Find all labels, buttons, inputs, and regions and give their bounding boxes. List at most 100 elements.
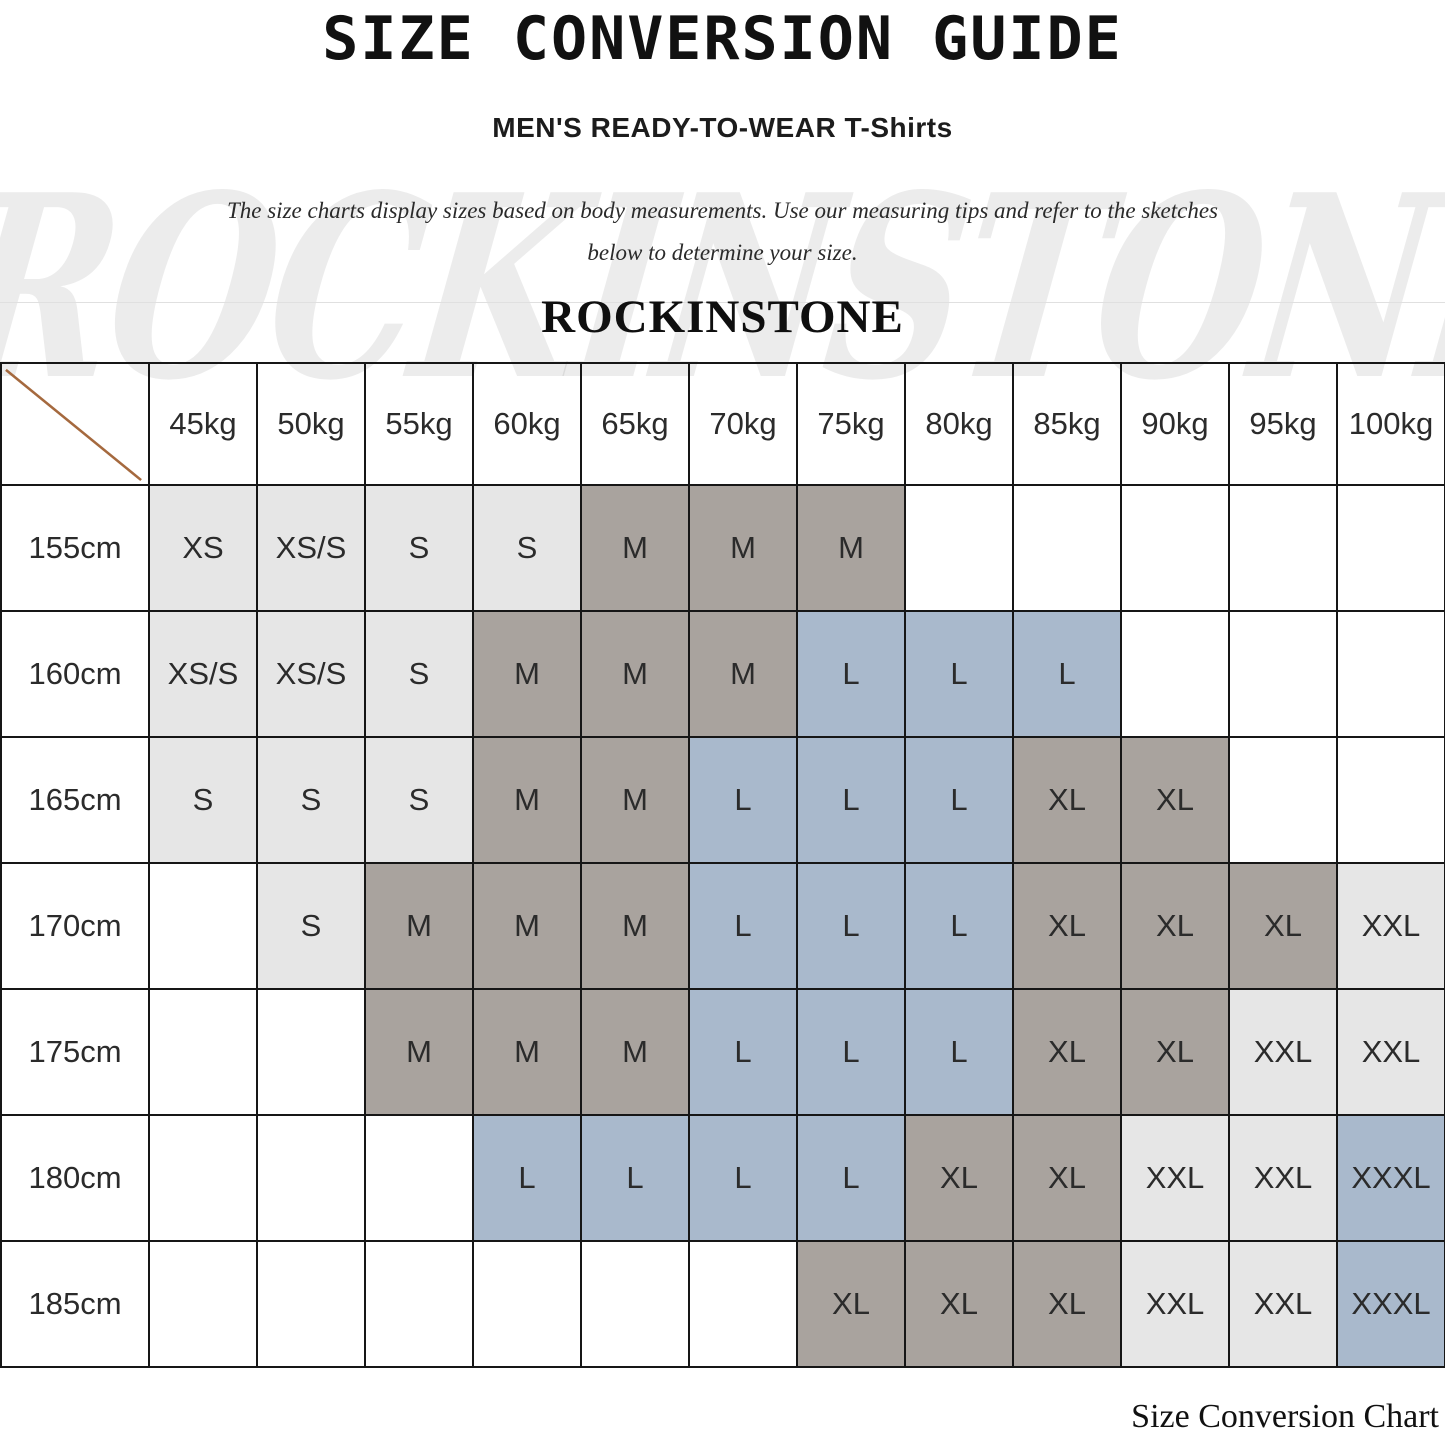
size-cell: M xyxy=(580,484,690,612)
size-cell: XXL xyxy=(1120,1114,1230,1242)
size-cell: M xyxy=(364,988,474,1116)
footer-caption: Size Conversion Chart xyxy=(1131,1398,1439,1435)
empty-cell xyxy=(148,988,258,1116)
size-cell: L xyxy=(796,610,906,738)
height-row-label: 180cm xyxy=(0,1114,150,1242)
empty-cell xyxy=(688,1240,798,1368)
height-row-label: 160cm xyxy=(0,610,150,738)
size-cell: L xyxy=(688,988,798,1116)
empty-cell xyxy=(148,1240,258,1368)
size-cell: L xyxy=(796,988,906,1116)
height-row-label: 170cm xyxy=(0,862,150,990)
size-cell: M xyxy=(580,988,690,1116)
weight-column-header: 85kg xyxy=(1012,362,1122,486)
size-cell: M xyxy=(688,484,798,612)
weight-column-header: 95kg xyxy=(1228,362,1338,486)
height-row-label: 165cm xyxy=(0,736,150,864)
size-cell: XXXL xyxy=(1336,1240,1445,1368)
empty-cell xyxy=(148,1114,258,1242)
empty-cell xyxy=(1228,736,1338,864)
weight-column-header: 75kg xyxy=(796,362,906,486)
size-cell: L xyxy=(688,736,798,864)
size-cell: L xyxy=(796,736,906,864)
weight-column-header: 45kg xyxy=(148,362,258,486)
size-cell: L xyxy=(580,1114,690,1242)
weight-column-header: 100kg xyxy=(1336,362,1445,486)
description-text: The size charts display sizes based on b… xyxy=(0,190,1445,274)
empty-cell xyxy=(472,1240,582,1368)
page-subtitle: MEN'S READY-TO-WEAR T-Shirts xyxy=(492,112,953,143)
size-cell: M xyxy=(472,610,582,738)
empty-cell xyxy=(256,988,366,1116)
table-row: 155cm XS XS/S S S M M M xyxy=(0,484,1445,612)
diagonal-line-icon xyxy=(5,368,142,482)
size-cell: XL xyxy=(1120,988,1230,1116)
size-cell: XL xyxy=(1228,862,1338,990)
empty-cell xyxy=(1336,610,1445,738)
table-corner-cell xyxy=(0,362,150,486)
size-cell: L xyxy=(472,1114,582,1242)
size-cell: XL xyxy=(796,1240,906,1368)
horizontal-divider xyxy=(0,302,1445,303)
brand-name: ROCKINSTONE xyxy=(541,291,904,343)
size-cell: XL xyxy=(1012,736,1122,864)
size-cell: M xyxy=(688,610,798,738)
size-cell: XXL xyxy=(1336,988,1445,1116)
height-row-label: 185cm xyxy=(0,1240,150,1368)
size-cell: XXL xyxy=(1228,1240,1338,1368)
size-cell: S xyxy=(256,862,366,990)
weight-column-header: 80kg xyxy=(904,362,1014,486)
size-cell: S xyxy=(472,484,582,612)
size-conversion-table: 45kg 50kg 55kg 60kg 65kg 70kg 75kg 80kg 85kg 90kg… xyxy=(0,362,1445,1368)
weight-column-header: 90kg xyxy=(1120,362,1230,486)
size-cell: M xyxy=(580,862,690,990)
empty-cell xyxy=(364,1114,474,1242)
table-row: 180cm L L L L XL XL XXL XXL XXXL xyxy=(0,1114,1445,1242)
size-cell: S xyxy=(364,484,474,612)
size-cell: M xyxy=(364,862,474,990)
table-header-row: 45kg 50kg 55kg 60kg 65kg 70kg 75kg 80kg 85kg 90kg… xyxy=(0,362,1445,486)
table-row: 185cm XL XL XL XXL XXL XXXL xyxy=(0,1240,1445,1368)
size-cell: XL xyxy=(904,1114,1014,1242)
size-cell: XXL xyxy=(1120,1240,1230,1368)
table-row: 175cm M M M L L L XL XL XXL XXL xyxy=(0,988,1445,1116)
size-cell: L xyxy=(688,1114,798,1242)
size-cell: XXXL xyxy=(1336,1114,1445,1242)
size-cell: XXL xyxy=(1336,862,1445,990)
empty-cell xyxy=(1120,484,1230,612)
table-row: 165cm S S S M M L L L XL XL xyxy=(0,736,1445,864)
weight-column-header: 65kg xyxy=(580,362,690,486)
size-cell: S xyxy=(148,736,258,864)
weight-column-header: 60kg xyxy=(472,362,582,486)
size-cell: L xyxy=(904,736,1014,864)
size-cell: XL xyxy=(1012,1114,1122,1242)
size-cell: XL xyxy=(1012,1240,1122,1368)
size-cell: L xyxy=(796,1114,906,1242)
size-cell: XXL xyxy=(1228,1114,1338,1242)
weight-column-header: 70kg xyxy=(688,362,798,486)
empty-cell xyxy=(1120,610,1230,738)
size-cell: XL xyxy=(904,1240,1014,1368)
weight-column-header: 50kg xyxy=(256,362,366,486)
description-line-2: below to determine your size. xyxy=(587,240,858,265)
size-cell: XL xyxy=(1012,862,1122,990)
empty-cell xyxy=(1012,484,1122,612)
size-cell: L xyxy=(1012,610,1122,738)
size-cell: XS/S xyxy=(148,610,258,738)
empty-cell xyxy=(580,1240,690,1368)
size-cell: XS/S xyxy=(256,610,366,738)
size-cell: S xyxy=(256,736,366,864)
table-row: 160cm XS/S XS/S S M M M L L L xyxy=(0,610,1445,738)
description-line-1: The size charts display sizes based on b… xyxy=(226,198,1219,223)
size-cell: XL xyxy=(1120,862,1230,990)
size-cell: L xyxy=(796,862,906,990)
height-row-label: 155cm xyxy=(0,484,150,612)
size-cell: L xyxy=(904,862,1014,990)
weight-column-header: 55kg xyxy=(364,362,474,486)
size-cell: XXL xyxy=(1228,988,1338,1116)
size-cell: M xyxy=(472,862,582,990)
empty-cell xyxy=(148,862,258,990)
size-cell: M xyxy=(472,988,582,1116)
size-cell: XS xyxy=(148,484,258,612)
